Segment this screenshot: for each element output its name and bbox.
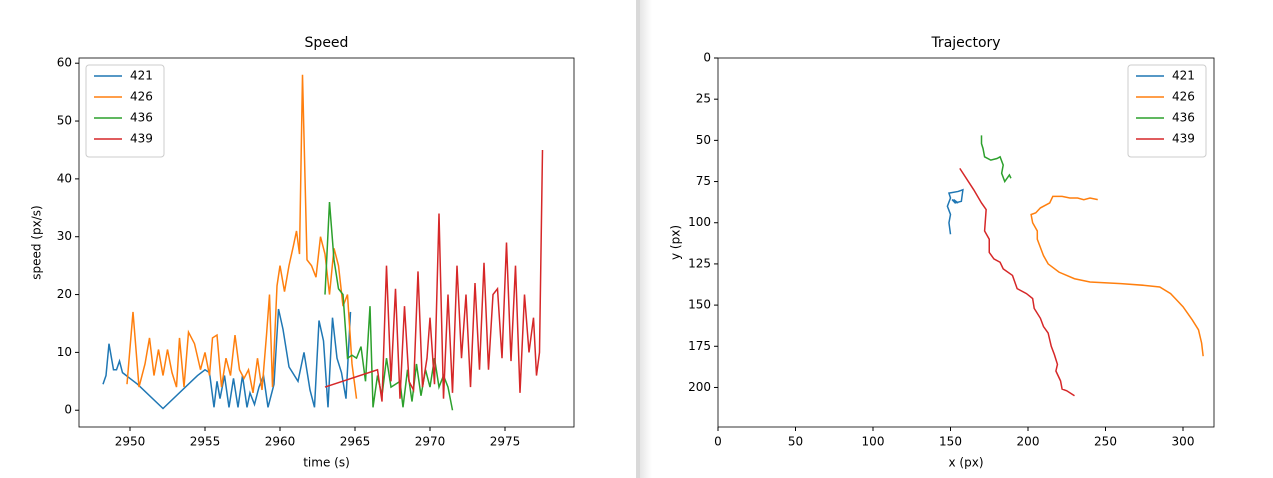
legend-label: 426 [130,90,153,104]
x-tick-label: 2950 [115,435,146,449]
plot-frame [78,57,575,428]
x-tick-label: 2965 [340,435,371,449]
y-tick-label: 10 [57,345,72,359]
y-tick-label: 50 [696,133,711,147]
y-tick-label: 0 [64,403,72,417]
series-line [959,167,1075,397]
y-tick-label: 100 [688,215,711,229]
chart-title: Speed [305,35,349,51]
series-line [980,135,1012,184]
x-tick-label: 2970 [415,435,446,449]
x-tick-label: 0 [714,435,722,449]
x-tick-label: 200 [1017,435,1040,449]
chart-title: Trajectory [930,35,1000,51]
y-tick-label: 0 [703,51,711,65]
y-tick-label: 60 [57,56,72,70]
legend-label: 421 [130,69,153,83]
x-tick-label: 2975 [490,435,521,449]
x-tick-label: 50 [788,435,803,449]
y-tick-label: 30 [57,229,72,243]
y-tick-label: 150 [688,298,711,312]
legend-label: 421 [1172,69,1195,83]
series-line [946,188,964,235]
y-axis-label: y (px) [669,225,683,260]
panel-shadow [640,0,652,478]
legend-label: 436 [130,111,153,125]
y-tick-label: 125 [688,256,711,270]
legend-label: 439 [1172,132,1195,146]
x-axis-label: x (px) [949,456,984,470]
series-line [102,308,352,410]
x-axis-label: time (s) [303,456,350,470]
x-tick-label: 300 [1172,435,1195,449]
y-tick-label: 200 [688,380,711,394]
legend-label: 426 [1172,90,1195,104]
series-line [1030,195,1204,357]
plot-frame [717,57,1215,428]
x-tick-label: 250 [1094,435,1117,449]
panel-divider [636,0,640,478]
y-tick-label: 50 [57,114,72,128]
y-tick-label: 25 [696,92,711,106]
series-line [126,74,358,399]
y-tick-label: 20 [57,287,72,301]
legend-label: 436 [1172,111,1195,125]
y-tick-label: 75 [696,174,711,188]
series-line [324,149,544,402]
x-tick-label: 150 [939,435,962,449]
legend-box [85,64,165,158]
y-tick-label: 40 [57,171,72,185]
legend-label: 439 [130,132,153,146]
x-tick-label: 2955 [190,435,221,449]
x-tick-label: 100 [862,435,885,449]
x-tick-label: 2960 [265,435,296,449]
series-line [324,201,454,411]
legend-box [1127,64,1207,158]
y-axis-label: speed (px/s) [30,205,44,279]
y-tick-label: 175 [688,339,711,353]
